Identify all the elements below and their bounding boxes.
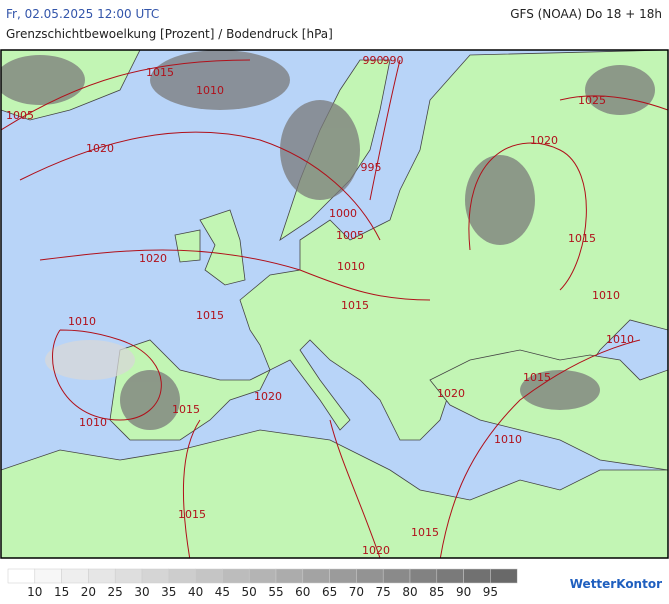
legend-swatch bbox=[88, 568, 116, 584]
legend-label: 35 bbox=[161, 585, 176, 599]
isobar-label: 1020 bbox=[86, 142, 114, 155]
legend-swatch bbox=[302, 568, 330, 584]
isobar-label: 1020 bbox=[530, 134, 558, 147]
map-frame bbox=[0, 49, 669, 559]
isobar-label: 1015 bbox=[146, 66, 174, 79]
isobar-label: 1010 bbox=[606, 333, 634, 346]
legend-swatch bbox=[34, 568, 62, 584]
legend-swatch bbox=[490, 568, 518, 584]
isobar-label: 1005 bbox=[336, 229, 364, 242]
legend: 10 15 20 25 30 35 40 45 50 55 60 65 70 75 80 85 90 95 bbox=[7, 568, 518, 599]
legend-swatch bbox=[329, 568, 357, 584]
legend-swatch bbox=[7, 568, 36, 584]
isobar-label: 1015 bbox=[341, 299, 369, 312]
legend-label: 90 bbox=[456, 585, 471, 599]
legend-label: 60 bbox=[295, 585, 310, 599]
legend-label: 25 bbox=[108, 585, 123, 599]
legend-label: 80 bbox=[402, 585, 417, 599]
legend-swatch bbox=[409, 568, 438, 584]
isobar-label: 1010 bbox=[494, 433, 522, 446]
legend-swatch bbox=[195, 568, 223, 584]
isobar-label: 1020 bbox=[139, 252, 167, 265]
legend-label: 65 bbox=[322, 585, 337, 599]
map-title: Grenzschichtbewoelkung [Prozent] / Boden… bbox=[6, 27, 333, 41]
legend-swatch bbox=[61, 568, 89, 584]
cloud-cover bbox=[1, 50, 655, 430]
legend-label: 50 bbox=[242, 585, 257, 599]
model-run: GFS (NOAA) Do 18 + 18h bbox=[510, 7, 662, 21]
legend-swatch bbox=[222, 568, 250, 584]
isobar-label: 995 bbox=[361, 161, 382, 174]
isobar-label: 1000 bbox=[329, 207, 357, 220]
isobar-label: 1015 bbox=[523, 371, 551, 384]
isobar-label: 1015 bbox=[196, 309, 224, 322]
isobar-label: 1010 bbox=[68, 315, 96, 328]
isobars bbox=[1, 59, 668, 558]
isobar-label: 1015 bbox=[411, 526, 439, 539]
isobar-label: 1015 bbox=[178, 508, 206, 521]
legend-label: 20 bbox=[81, 585, 96, 599]
isobar-label: 1010 bbox=[79, 416, 107, 429]
isobar-label: 990 bbox=[363, 54, 384, 67]
isobar-label: 1020 bbox=[437, 387, 465, 400]
legend-label: 95 bbox=[483, 585, 498, 599]
legend-label: 75 bbox=[376, 585, 391, 599]
legend-swatch bbox=[248, 568, 277, 584]
legend-swatch bbox=[141, 568, 170, 584]
isobar-label: 1005 bbox=[6, 109, 34, 122]
isobar-label: 990 bbox=[383, 54, 404, 67]
isobar-labels: 1015 1010 1005 1020 990 990 995 1000 1005 1010 102… bbox=[6, 54, 634, 557]
isobar-label: 1010 bbox=[196, 84, 224, 97]
legend-swatch bbox=[356, 568, 384, 584]
legend-swatch bbox=[275, 568, 304, 584]
legend-label: 70 bbox=[349, 585, 364, 599]
isobar-label: 1010 bbox=[337, 260, 365, 273]
legend-swatch bbox=[463, 568, 491, 584]
legend-label: 15 bbox=[54, 585, 69, 599]
datetime: Fr, 02.05.2025 12:00 UTC bbox=[6, 7, 159, 21]
isobar-label: 1010 bbox=[592, 289, 620, 302]
isobar-label: 1020 bbox=[362, 544, 390, 557]
legend-swatch bbox=[114, 568, 143, 584]
logo: WetterKontor bbox=[570, 577, 662, 591]
legend-label: 85 bbox=[429, 585, 444, 599]
legend-swatch bbox=[436, 568, 464, 584]
isobar-label: 1015 bbox=[568, 232, 596, 245]
legend-label: 40 bbox=[188, 585, 203, 599]
isobar-label: 1015 bbox=[172, 403, 200, 416]
map: 1015 1010 1005 1020 990 990 995 1000 1005 1010 102… bbox=[0, 49, 669, 559]
legend-label: 10 bbox=[27, 585, 42, 599]
legend-label: 45 bbox=[215, 585, 230, 599]
isobar-label: 1020 bbox=[254, 390, 282, 403]
isobar-label: 1025 bbox=[578, 94, 606, 107]
legend-label: 55 bbox=[268, 585, 283, 599]
legend-swatch bbox=[168, 568, 196, 584]
legend-label: 30 bbox=[134, 585, 149, 599]
legend-swatch bbox=[382, 568, 411, 584]
